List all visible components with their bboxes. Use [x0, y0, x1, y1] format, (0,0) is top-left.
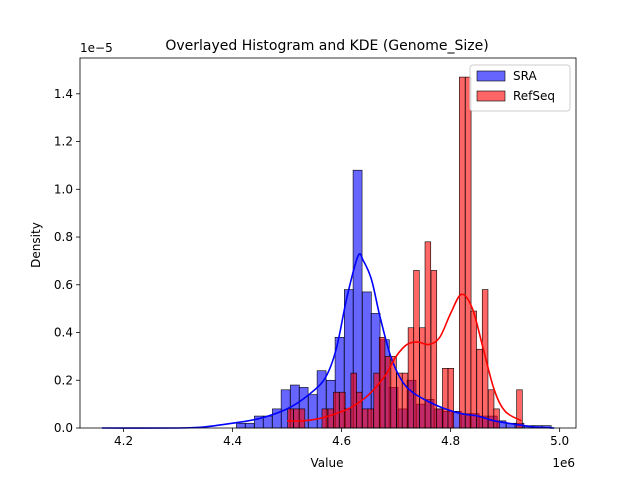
histogram-bar-0-23	[308, 394, 318, 429]
plot-area: 4.2 4.4 4.6 4.8 5.0 0.0 0.2 0.4 0.6 0.8 1.0 1.2 1.4	[54, 57, 577, 448]
histogram-bar-1-2	[298, 408, 306, 429]
legend-label-refseq: RefSeq	[513, 89, 555, 103]
histogram-bar-1-30	[459, 76, 466, 429]
histogram-bar-1-28	[447, 368, 454, 429]
x-axis-label: Value	[311, 456, 344, 470]
x-tick-label-3: 4.8	[441, 434, 460, 448]
x-tick-label-1: 4.4	[223, 434, 242, 448]
histogram-bar-1-10	[344, 408, 351, 429]
legend-swatch-refseq	[476, 90, 506, 102]
y-tick-label-1: 0.2	[54, 373, 73, 387]
x-tick-label-0: 4.2	[114, 434, 133, 448]
histogram-bar-0-29	[362, 291, 372, 429]
y-offset-label: 1e−5	[80, 41, 113, 55]
histogram-bar-0-16	[244, 422, 255, 429]
chart-title: Overlayed Histogram and KDE (Genome_Size…	[165, 38, 488, 54]
y-tick-label-4: 0.8	[54, 230, 73, 244]
histogram-bar-1-26	[436, 408, 443, 429]
histogram-bar-1-15	[373, 372, 380, 429]
histogram-bar-1-13	[362, 408, 369, 429]
histogram-bar-1-27	[442, 368, 449, 429]
histogram-bar-1-11	[350, 372, 357, 429]
axes-frame	[79, 57, 577, 429]
y-axis-label: Density	[29, 222, 43, 268]
y-tick-label-3: 0.6	[54, 278, 73, 292]
legend-label-sra: SRA	[513, 69, 537, 83]
y-tick-label-5: 1.0	[54, 182, 73, 196]
kde-line-0	[101, 252, 555, 429]
y-tick-label-7: 1.4	[54, 87, 73, 101]
y-tick-label-2: 0.4	[54, 326, 73, 340]
histogram-bar-1-0	[287, 408, 294, 429]
legend: SRA RefSeq	[469, 64, 571, 112]
y-tick-label-6: 1.2	[54, 135, 73, 149]
histogram-bar-1-14	[367, 408, 374, 429]
histogram-bar-1-40	[516, 389, 523, 429]
x-tick-label-4: 5.0	[550, 434, 569, 448]
histogram-bar-1-1	[293, 408, 300, 429]
histogram-bar-1-22	[413, 270, 420, 429]
legend-swatch-sra	[476, 70, 506, 82]
histogram-bar-1-7	[327, 408, 335, 429]
histogram-bar-1-35	[487, 389, 495, 429]
histogram-bar-1-32	[470, 310, 477, 429]
kde-line-1	[287, 293, 522, 422]
histogram-bar-0-15	[236, 422, 246, 429]
x-tick-label-2: 4.6	[332, 434, 351, 448]
histogram-bar-1-36	[493, 408, 500, 429]
y-tick-label-0: 0.0	[54, 421, 73, 435]
histogram-bar-1-31	[465, 76, 472, 429]
histogram-bar-1-8	[333, 391, 340, 429]
x-offset-label: 1e6	[552, 456, 575, 470]
histogram-bar-1-12	[356, 391, 363, 429]
